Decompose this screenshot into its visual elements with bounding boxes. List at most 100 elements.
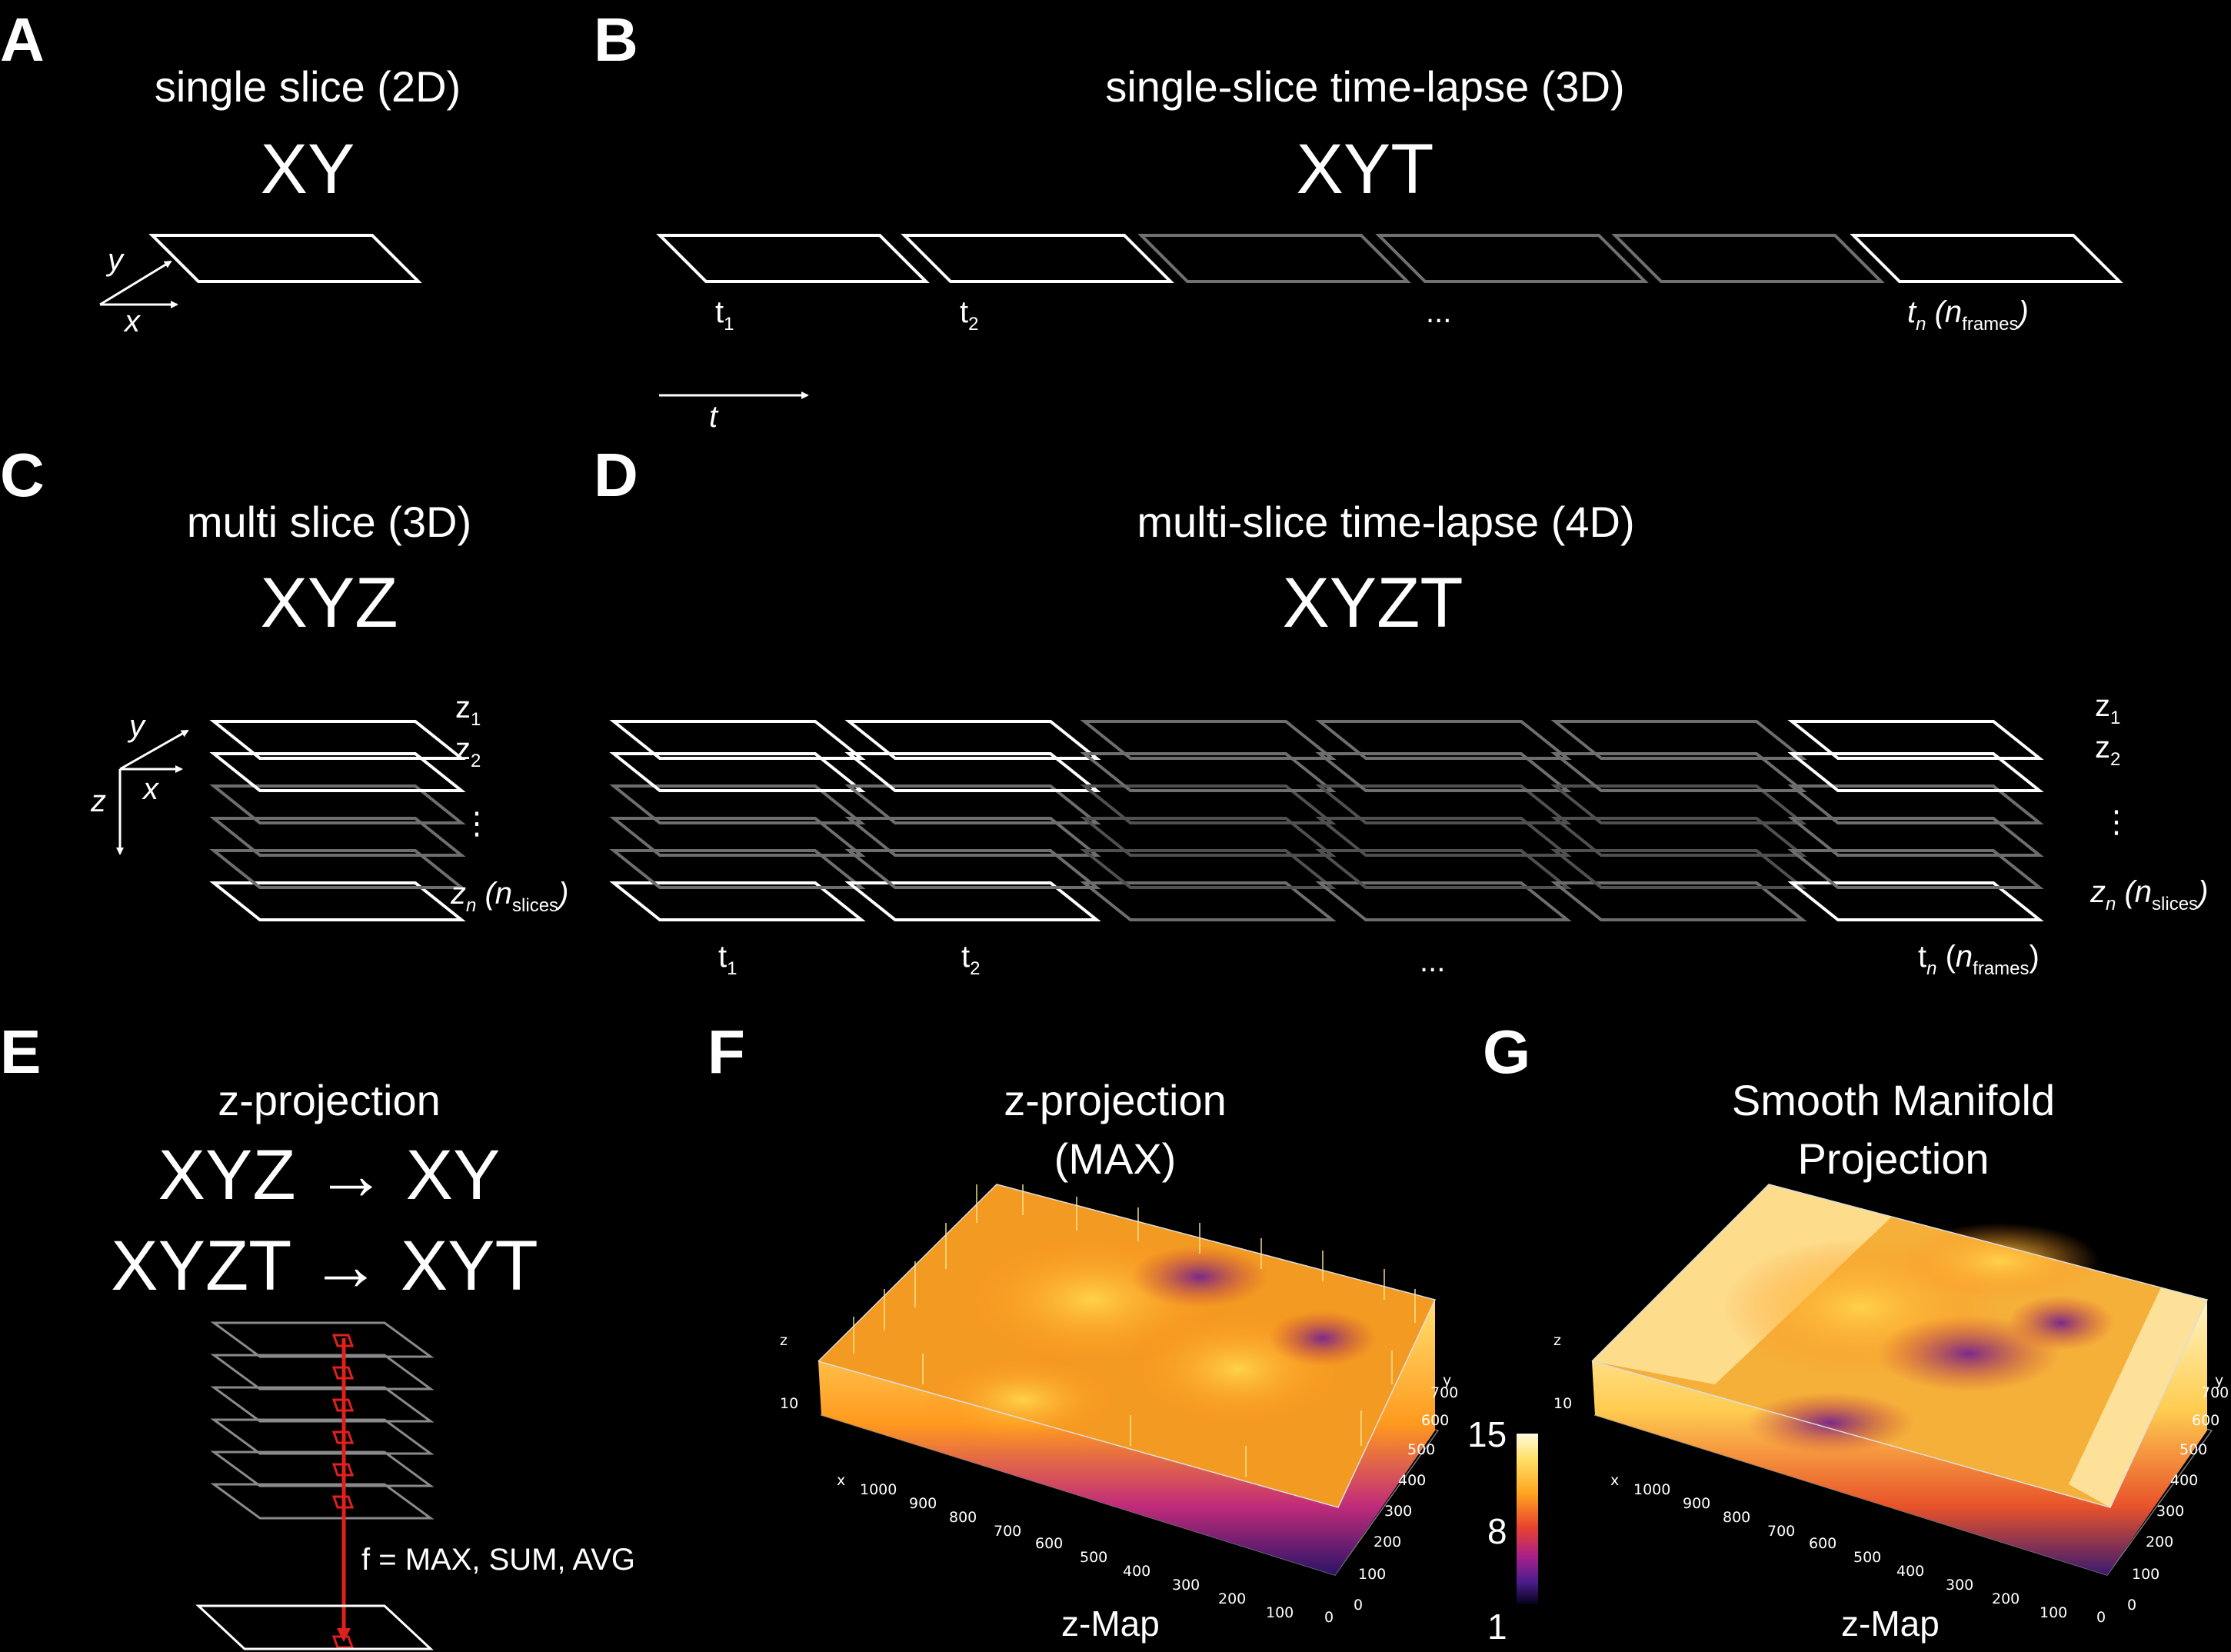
slice-4 [1080,817,1337,857]
colorbar [1517,1434,1538,1604]
slice-label-z2: z2 [2095,731,2121,770]
axis-label-y: y [129,709,145,743]
panel-b-title: single-slice time-lapse (3D) [1105,62,1625,111]
surface-sides [1592,1300,2207,1575]
x-tick: 100 [2040,1604,2068,1621]
slice-2 [1550,752,1807,792]
slice-2 [1080,752,1337,792]
box-top-edges [1591,1184,2209,1508]
panel-f-surface [817,1184,1440,1576]
panel-letter-c: C [0,441,45,509]
slice-label-zn: zn (nslices) [451,877,569,916]
frame-label-t2: t2 [961,940,981,979]
slice-6 [1315,881,1572,921]
slice-3 [844,784,1101,824]
panel-b-graphics [656,234,2123,399]
panel-d-title: multi-slice time-lapse (4D) [1137,498,1635,546]
x-axis-label: x [837,1472,846,1489]
slice-label-z1: z1 [2095,689,2121,728]
stack-t5 [1550,720,1807,921]
z-axis-label: z [780,1332,788,1349]
y-tick: 700 [1430,1384,1459,1401]
panel-b-dims: XYT [1296,130,1434,208]
slice-3 [1550,784,1807,824]
x-tick: 400 [1896,1563,1925,1580]
panel-g-caption: z-Map [1841,1604,1940,1644]
panel-e-title: z-projection [218,1076,441,1124]
slice-5 [1080,849,1337,889]
surface-hotspot [1900,1223,2099,1300]
slice-5 [1315,849,1572,889]
slice-6 [1550,881,1807,921]
x-tick: 100 [1266,1604,1294,1621]
output-pixel-marker [331,1635,355,1649]
x-tick: 500 [1080,1549,1108,1566]
y-tick: 0 [2127,1597,2137,1614]
colorbar-gradient [1517,1434,1538,1604]
panel-g-surface [1591,1184,2213,1576]
y-tick: 400 [2170,1472,2199,1489]
y-tick: 100 [2132,1566,2160,1583]
x-tick: 900 [909,1495,937,1512]
panel-c-graphics [116,720,466,921]
slice-6 [1080,881,1337,921]
slice-3 [1315,784,1572,824]
panel-d-dims: XYZT [1282,564,1463,642]
panel-f-caption: z-Map [1061,1604,1160,1644]
slice-6 [844,881,1101,921]
x-tick: 0 [2096,1609,2106,1626]
frame-tn [1850,234,2123,283]
axis-label-x: x [143,772,158,806]
x-axis-label: x [1610,1472,1620,1489]
slice-4 [210,1418,435,1455]
slice-1 [1550,720,1807,760]
surface-spikes [853,1184,1416,1477]
slice-2 [609,752,866,792]
projection-stack [210,1321,435,1520]
x-tick: 500 [1853,1549,1882,1566]
panel-g-title-line2: Projection [1797,1134,1990,1183]
frame-t5 [1611,234,1885,283]
y-tick: 700 [2201,1384,2229,1401]
stack-tn [1787,720,2044,921]
x-tick: 600 [1809,1535,1837,1552]
z-axis-tick: 10 [780,1395,799,1412]
panel-e-graphics [195,1321,435,1650]
panel-f-title-line1: z-projection [1004,1076,1227,1124]
slice-1 [1787,720,2044,760]
stack-t2 [844,720,1101,921]
frame-label-t1: t1 [715,295,734,335]
slice-4 [1787,817,2044,857]
z-axis-label: z [1553,1332,1561,1349]
slice-4 [1550,817,1807,857]
pixel-marker [331,1431,355,1444]
axis-label-y: y [108,243,123,277]
slice-2 [1787,752,2044,792]
panel-c-dims: XYZ [260,564,398,642]
slice-6 [210,1483,435,1520]
surface-hollow [1130,1246,1269,1307]
panel-e-line1: XYZ → XY [158,1136,501,1214]
frame-t1 [656,234,930,283]
slice-4 [1315,817,1572,857]
x-tick: 800 [1723,1509,1751,1526]
slice-2 [210,1354,435,1391]
pixel-marker [331,1463,355,1477]
stack-t1 [609,720,866,921]
x-tick: 300 [1172,1577,1200,1594]
pixel-marker [331,1495,355,1509]
slice-5 [210,1450,435,1487]
y-tick: 600 [2192,1412,2220,1429]
slice-1 [609,720,866,760]
slice-4 [844,817,1101,857]
y-tick: 300 [1384,1503,1413,1520]
slice-3 [210,1386,435,1423]
panel-a-graphics [99,234,422,308]
panel-letter-g: G [1483,1018,1531,1086]
slice-2 [209,752,466,792]
panel-letter-e: E [0,1018,42,1086]
frame-t3 [1137,234,1411,283]
x-tick: 1000 [860,1481,897,1498]
axis-label-x: x [125,305,140,338]
